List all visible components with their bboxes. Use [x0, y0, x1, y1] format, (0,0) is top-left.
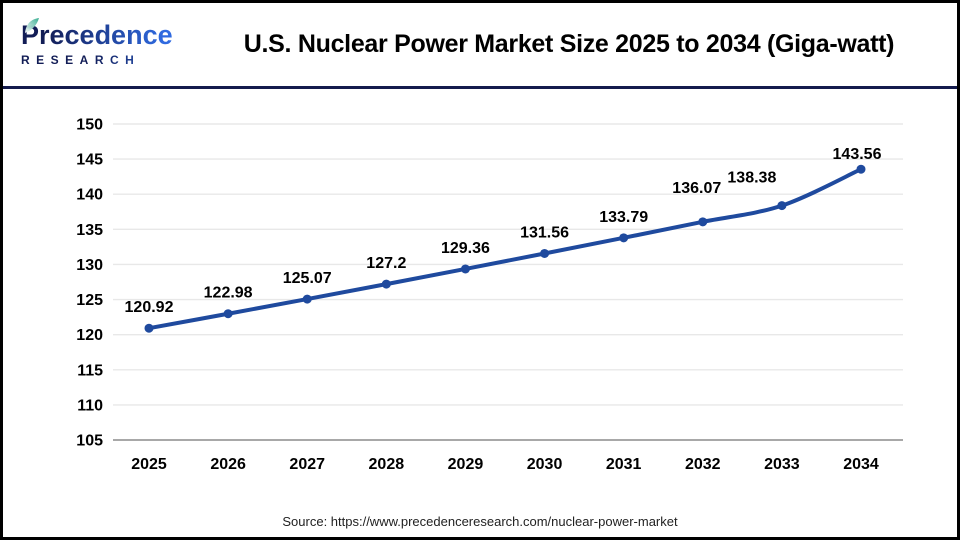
data-point: [698, 217, 708, 227]
x-tick-label: 2031: [606, 456, 642, 473]
logo: Precedence RESEARCH: [21, 18, 189, 67]
data-point: [619, 233, 629, 243]
series-line: [147, 167, 863, 331]
y-tick-label: 150: [76, 117, 103, 134]
y-tick-label: 135: [76, 222, 103, 239]
data-point: [460, 264, 470, 274]
data-point: [540, 248, 550, 258]
data-label: 122.98: [204, 285, 253, 302]
data-point: [856, 164, 866, 174]
x-tick-label: 2032: [685, 456, 721, 473]
x-tick-label: 2027: [289, 456, 325, 473]
line-chart: 105 110 115 120 125 130 135 140 145 150 2025 2026 20…: [76, 117, 903, 473]
y-tick-label: 140: [76, 187, 103, 204]
header: Precedence RESEARCH U.S. Nuclear Power M…: [3, 3, 957, 86]
data-point: [223, 309, 233, 319]
x-tick-label: 2025: [131, 456, 167, 473]
y-tick-label: 125: [76, 292, 103, 309]
data-label: 138.38: [727, 170, 776, 187]
y-tick-label: 115: [77, 362, 103, 379]
data-point: [381, 279, 391, 289]
x-tick-label: 2033: [764, 456, 800, 473]
data-label: 136.07: [672, 180, 721, 197]
data-label: 120.92: [125, 299, 174, 316]
data-label: 133.79: [599, 209, 648, 226]
y-tick-label: 130: [76, 257, 103, 274]
data-label: 127.2: [366, 255, 406, 272]
data-label: 125.07: [283, 270, 332, 287]
y-tick-label: 110: [77, 397, 103, 414]
y-tick-label: 120: [76, 327, 103, 344]
data-label: 129.36: [441, 240, 490, 257]
data-label: 131.56: [520, 224, 569, 241]
logo-subtitle: RESEARCH: [21, 53, 189, 67]
logo-wordmark: Precedence: [21, 22, 189, 49]
header-divider: [3, 86, 957, 89]
y-tick-label: 145: [76, 152, 103, 169]
x-tick-label: 2028: [369, 456, 405, 473]
x-tick-label: 2026: [210, 456, 246, 473]
x-tick-label: 2030: [527, 456, 563, 473]
data-point: [302, 294, 312, 304]
x-tick-label: 2034: [843, 456, 879, 473]
source-text: Source: https://www.precedenceresearch.c…: [282, 514, 678, 529]
x-tick-label: 2029: [448, 456, 484, 473]
data-label: 143.56: [833, 146, 882, 163]
data-point: [777, 201, 787, 211]
page-title: U.S. Nuclear Power Market Size 2025 to 2…: [243, 30, 895, 58]
chart-area: 105 110 115 120 125 130 135 140 145 150 2025 2026 20…: [3, 89, 957, 537]
leaf-icon: [25, 18, 39, 33]
y-tick-label: 105: [76, 433, 103, 450]
data-point: [144, 323, 154, 333]
